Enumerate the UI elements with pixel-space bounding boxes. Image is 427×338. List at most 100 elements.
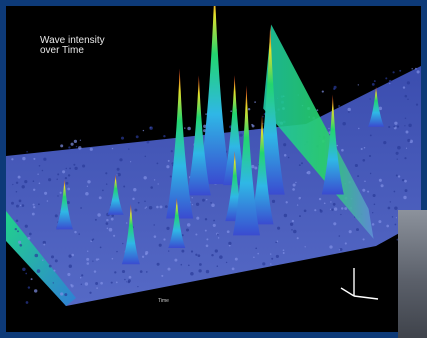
- surface-speckle: [70, 142, 74, 146]
- surface-speckle: [41, 169, 44, 172]
- surface-speckle: [129, 161, 132, 163]
- surface-speckle: [19, 243, 23, 247]
- surface-speckle: [195, 233, 198, 236]
- surface-speckle: [190, 250, 194, 253]
- surface-speckle: [333, 85, 337, 89]
- surface-speckle: [15, 181, 19, 184]
- surface-speckle: [404, 125, 406, 127]
- surface-speckle: [181, 249, 185, 253]
- surface-speckle: [191, 197, 193, 199]
- surface-speckle: [143, 176, 147, 180]
- surface-speckle: [251, 123, 254, 126]
- surface-speckle: [82, 164, 86, 168]
- surface-speckle: [362, 238, 365, 241]
- surface-speckle: [102, 189, 104, 192]
- surface-speckle: [211, 203, 215, 208]
- surface-speckle: [307, 170, 311, 175]
- surface-speckle: [38, 203, 40, 206]
- surface-speckle: [415, 103, 419, 106]
- surface-speckle: [195, 202, 200, 206]
- surface-speckle: [338, 104, 341, 108]
- surface-speckle: [404, 117, 407, 120]
- surface-speckle: [21, 185, 25, 189]
- surface-speckle: [32, 203, 35, 206]
- surface-speckle: [89, 291, 92, 294]
- surface-speckle: [358, 127, 360, 130]
- surface-speckle: [145, 251, 149, 255]
- surface-speckle: [106, 218, 109, 222]
- surface-speckle: [73, 139, 78, 144]
- surface-speckle: [186, 223, 191, 227]
- surface-speckle: [17, 175, 21, 179]
- surface-speckle: [80, 207, 82, 209]
- surface-speckle: [87, 180, 91, 184]
- surface-speckle: [172, 165, 174, 167]
- surface-speckle: [388, 79, 392, 83]
- surface-speckle: [340, 213, 342, 216]
- surface-speckle: [48, 264, 52, 268]
- surface-speckle: [367, 190, 370, 193]
- surface-speckle: [397, 145, 401, 150]
- surface-speckle: [363, 146, 366, 149]
- surface-speckle: [323, 202, 326, 205]
- surface-speckle: [364, 180, 366, 183]
- surface-speckle: [170, 150, 173, 153]
- ridge-wall-face: [263, 24, 374, 239]
- surface-speckle: [157, 183, 159, 185]
- surface-speckle: [106, 227, 109, 230]
- surface-speckle: [33, 289, 38, 293]
- surface-speckle: [54, 259, 58, 263]
- surface-speckle: [36, 269, 41, 273]
- surface-speckle: [86, 250, 89, 253]
- surface-speckle: [331, 208, 334, 211]
- surface-speckle: [228, 241, 232, 246]
- surface-speckle: [386, 224, 390, 228]
- surface-speckle: [169, 175, 172, 178]
- surface-speckle: [86, 257, 90, 261]
- surface-speckle: [62, 170, 66, 174]
- surface-speckle: [65, 181, 69, 185]
- surface-speckle: [402, 86, 406, 89]
- surface-speckle: [319, 208, 322, 211]
- surface-speckle: [33, 157, 36, 160]
- surface-speckle: [128, 275, 132, 279]
- surface-speckle: [411, 68, 413, 70]
- surface-speckle: [340, 207, 344, 210]
- surface-plot: Wave intensity over Time Time: [6, 6, 421, 332]
- surface-speckle: [105, 222, 109, 225]
- surface-speckle: [394, 223, 397, 226]
- surface-speckle: [110, 217, 114, 221]
- surface-speckle: [387, 206, 391, 210]
- peak: [198, 6, 231, 185]
- surface-speckle: [19, 204, 22, 207]
- surface-speckle: [111, 214, 114, 217]
- surface-speckle: [22, 267, 26, 272]
- surface-speckle: [24, 180, 28, 184]
- surface-speckle: [291, 229, 293, 231]
- surface-speckle: [205, 244, 209, 248]
- surface-speckle: [89, 147, 93, 151]
- surface-speckle: [383, 141, 387, 145]
- surface-speckle: [156, 205, 159, 209]
- surface-speckle: [211, 253, 214, 257]
- surface-speckle: [362, 158, 366, 162]
- surface-speckle: [225, 261, 228, 264]
- surface-speckle: [203, 124, 207, 128]
- surface-speckle: [86, 262, 90, 265]
- surface-speckle: [167, 159, 170, 162]
- surface-speckle: [42, 240, 46, 245]
- surface-speckle: [405, 130, 409, 134]
- surface-speckle: [203, 129, 206, 133]
- surface-speckle: [191, 203, 194, 206]
- surface-speckle: [269, 253, 272, 255]
- surface-speckle: [188, 264, 190, 267]
- surface-speckle: [292, 188, 295, 191]
- surface-speckle: [33, 188, 36, 191]
- surface-speckle: [291, 219, 295, 223]
- peak: [321, 94, 344, 195]
- surface-speckle: [392, 71, 395, 74]
- surface-speckle: [108, 227, 113, 232]
- surface-speckle: [357, 175, 360, 178]
- surface-speckle: [127, 279, 131, 283]
- surface-speckle: [283, 213, 288, 218]
